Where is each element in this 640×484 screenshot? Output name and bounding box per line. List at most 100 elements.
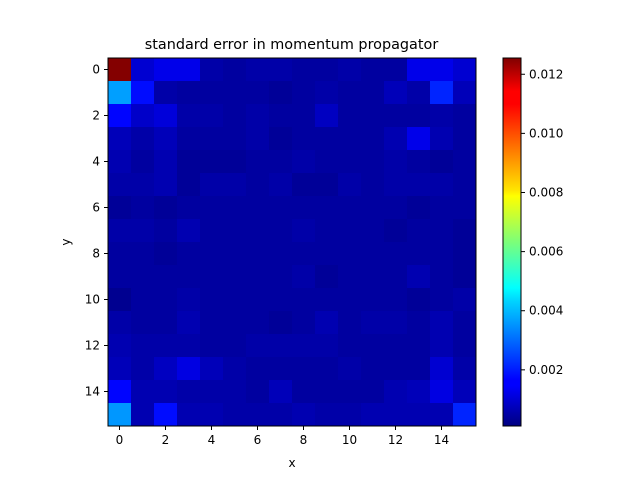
heatmap-cell — [108, 196, 132, 220]
heatmap-cell — [131, 265, 155, 289]
heatmap-cell — [292, 104, 316, 128]
heatmap-cell — [200, 357, 224, 381]
heatmap-cell — [361, 196, 385, 220]
heatmap-cell — [131, 150, 155, 174]
heatmap-cell — [361, 219, 385, 243]
heatmap-cell — [338, 403, 362, 427]
heatmap-cell — [338, 311, 362, 335]
heatmap-cell — [384, 58, 408, 82]
heatmap-cell — [430, 265, 454, 289]
heatmap-cell — [384, 288, 408, 312]
heatmap-cell — [430, 403, 454, 427]
heatmap-cell — [108, 288, 132, 312]
heatmap-cell — [315, 81, 339, 105]
heatmap-cell — [131, 334, 155, 358]
heatmap-cell — [407, 58, 431, 82]
heatmap-cell — [315, 127, 339, 151]
heatmap-cell — [177, 334, 201, 358]
heatmap-cell — [223, 242, 247, 266]
heatmap-cell — [292, 127, 316, 151]
heatmap-cell — [269, 242, 293, 266]
heatmap-cell — [200, 265, 224, 289]
heatmap-cell — [246, 288, 270, 312]
heatmap-cell — [453, 357, 477, 381]
heatmap-cell — [223, 311, 247, 335]
heatmap-cell — [453, 265, 477, 289]
heatmap-cell — [269, 380, 293, 404]
heatmap-cell — [177, 311, 201, 335]
y-tick-label: 8 — [92, 247, 100, 261]
heatmap-cell — [338, 58, 362, 82]
heatmap-cell — [223, 334, 247, 358]
heatmap-cell — [154, 242, 178, 266]
heatmap-cell — [292, 219, 316, 243]
heatmap-cell — [223, 173, 247, 197]
y-axis-label: y — [59, 238, 73, 245]
heatmap-cell — [131, 288, 155, 312]
heatmap-cell — [384, 265, 408, 289]
heatmap-cell — [200, 334, 224, 358]
heatmap-cell — [315, 403, 339, 427]
colorbar-axis: 0.002 0.004 0.006 0.008 0.010 0.012 — [521, 67, 563, 377]
heatmap-cell — [177, 150, 201, 174]
heatmap-cell — [154, 58, 178, 82]
heatmap-cell — [269, 219, 293, 243]
heatmap-cell — [453, 150, 477, 174]
heatmap-cell — [108, 334, 132, 358]
x-tick-label: 12 — [388, 433, 403, 447]
heatmap-cell — [108, 242, 132, 266]
heatmap-cell — [361, 58, 385, 82]
heatmap-cell — [384, 150, 408, 174]
heatmap-cell — [292, 288, 316, 312]
heatmap-cell — [131, 81, 155, 105]
heatmap-cell — [131, 104, 155, 128]
heatmap-cell — [108, 58, 132, 82]
x-tick-label: 14 — [434, 433, 449, 447]
colorbar-tick-label: 0.004 — [529, 304, 563, 318]
heatmap-cell — [269, 127, 293, 151]
chart-title: standard error in momentum propagator — [145, 37, 439, 53]
heatmap-cell — [407, 334, 431, 358]
heatmap-cell — [131, 173, 155, 197]
heatmap-cell — [407, 173, 431, 197]
heatmap-cell — [384, 242, 408, 266]
heatmap-cell — [407, 127, 431, 151]
heatmap-cell — [453, 334, 477, 358]
heatmap-cell — [315, 242, 339, 266]
colorbar-tick-label: 0.012 — [529, 67, 563, 81]
heatmap-cell — [338, 196, 362, 220]
heatmap-cell — [200, 311, 224, 335]
heatmap-cell — [246, 173, 270, 197]
heatmap-cell — [338, 288, 362, 312]
heatmap-cell — [246, 403, 270, 427]
heatmap-cell — [269, 150, 293, 174]
heatmap-cell — [223, 196, 247, 220]
heatmap-cell — [361, 334, 385, 358]
heatmap-cell — [108, 265, 132, 289]
y-axis: 0 2 4 6 8 10 12 14 — [85, 63, 108, 399]
heatmap-cell — [154, 173, 178, 197]
heatmap-cell — [338, 265, 362, 289]
heatmap-cell — [453, 104, 477, 128]
heatmap-cell — [177, 403, 201, 427]
heatmap-cell — [430, 150, 454, 174]
heatmap-cell — [430, 219, 454, 243]
heatmap-cell — [223, 58, 247, 82]
heatmap-cell — [108, 380, 132, 404]
heatmap-cell — [108, 311, 132, 335]
heatmap-cell — [177, 242, 201, 266]
heatmap-cell — [246, 196, 270, 220]
heatmap-cell — [430, 81, 454, 105]
heatmap-cell — [292, 173, 316, 197]
heatmap-cell — [108, 403, 132, 427]
heatmap-cell — [292, 265, 316, 289]
heatmap-cell — [384, 127, 408, 151]
heatmap-cell — [154, 311, 178, 335]
heatmap-cell — [177, 81, 201, 105]
heatmap-cell — [177, 196, 201, 220]
heatmap-cell — [315, 334, 339, 358]
heatmap-cell — [108, 219, 132, 243]
heatmap-cell — [407, 380, 431, 404]
heatmap-cell — [223, 150, 247, 174]
heatmap-cell — [108, 104, 132, 128]
